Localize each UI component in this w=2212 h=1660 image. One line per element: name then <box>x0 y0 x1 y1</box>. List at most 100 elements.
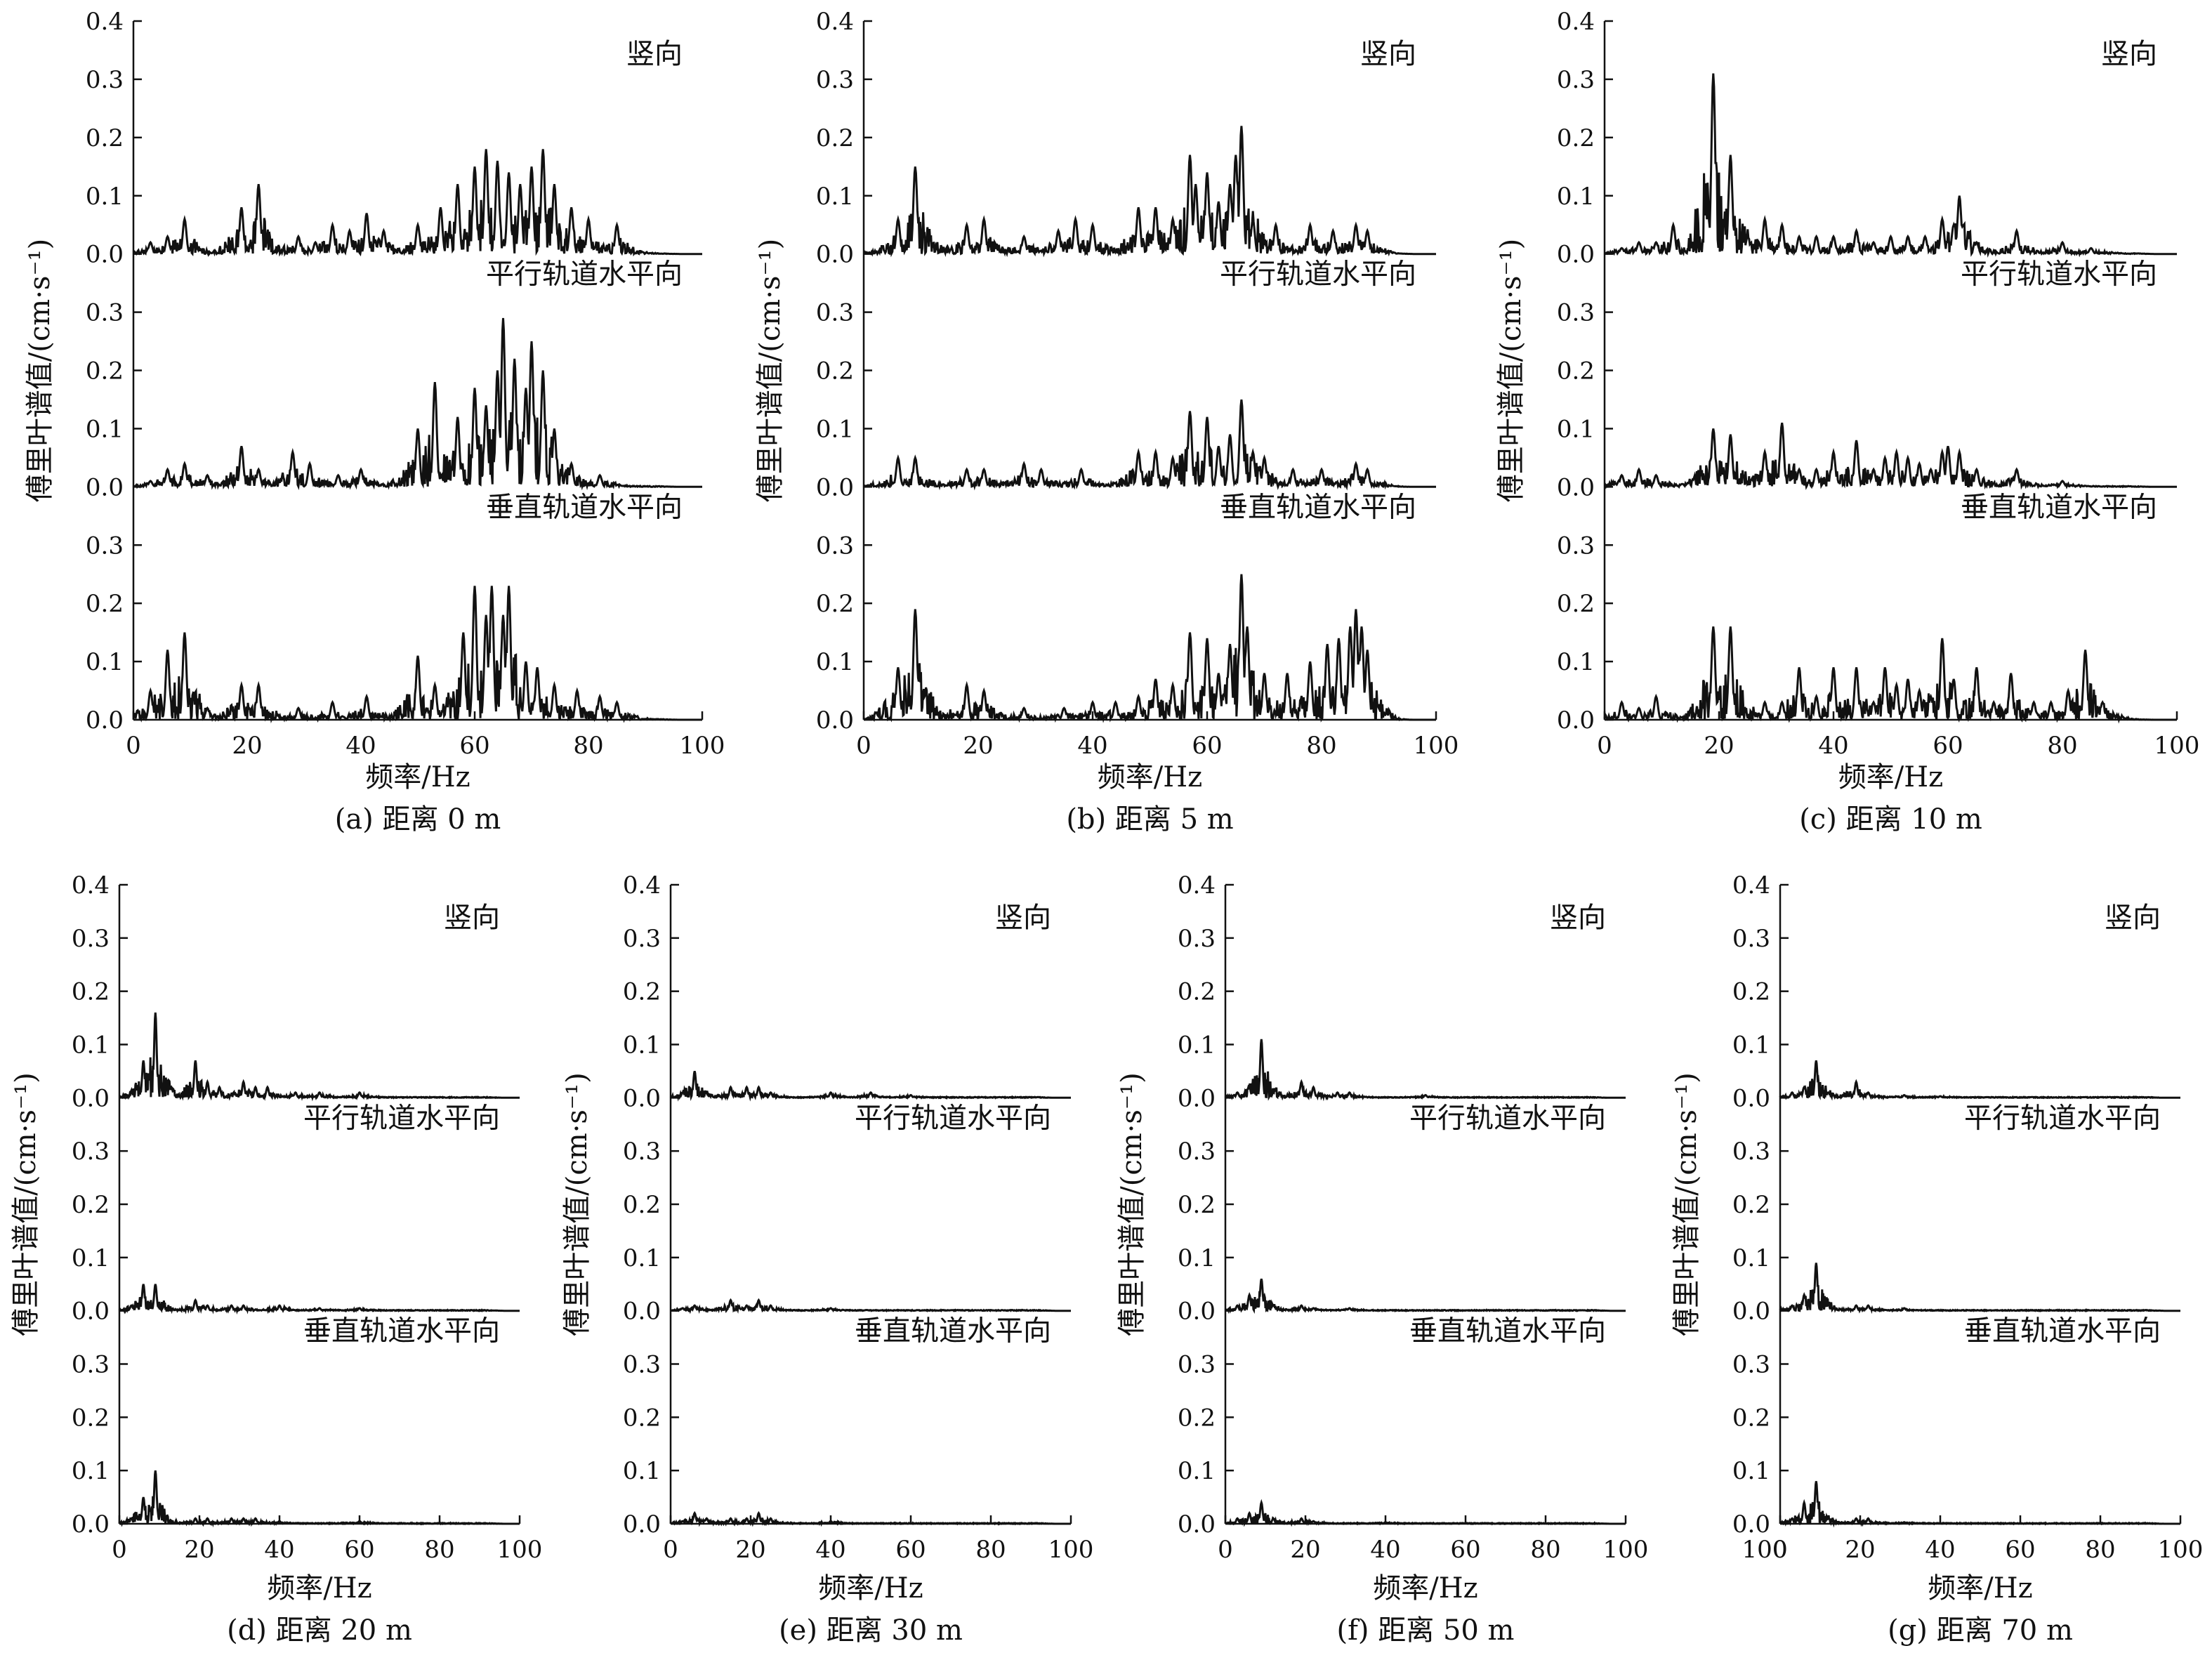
y-tick-label: 0.1 <box>623 1032 661 1060</box>
panel-caption: (e) 距离 30 m <box>779 1614 963 1647</box>
x-tick-label: 20 <box>1704 732 1734 760</box>
y-axis-title: 傅里叶谱值/(cm·s⁻¹) <box>754 239 786 502</box>
chart-f: 0.0 0.1 0.2 0.3 0.4 0.0 0.1 0.2 0.3 0.0 0.1 0.2 0.3 0… <box>1116 871 1648 1647</box>
y-tick-label: 0.0 <box>86 241 124 269</box>
x-axis-title: 频率/Hz <box>365 761 470 793</box>
series-line-c-1 <box>1603 422 2177 490</box>
x-axis-title: 频率/Hz <box>1098 761 1202 793</box>
x-tick-label: 80 <box>1306 732 1336 760</box>
x-tick-label: 60 <box>2005 1536 2035 1564</box>
series-label: 竖向 <box>626 38 683 70</box>
y-tick-label: 0.2 <box>1557 357 1595 386</box>
x-tick-label: 0 <box>663 1536 678 1564</box>
series-line-d-2 <box>119 1470 520 1528</box>
series-line-f-2 <box>1225 1498 1626 1527</box>
y-tick-label: 0.4 <box>816 8 854 36</box>
y-tick-label: 0.1 <box>72 1244 110 1272</box>
series-line-e-1 <box>670 1298 1071 1315</box>
x-tick-label: 20 <box>184 1536 214 1564</box>
y-tick-label: 0.0 <box>623 1298 661 1326</box>
y-tick-label: 0.4 <box>623 871 661 900</box>
series-line-g-2 <box>1779 1481 2180 1528</box>
series-label: 垂直轨道水平向 <box>1220 491 1416 523</box>
y-tick-label: 0.0 <box>1178 1510 1216 1539</box>
x-tick-label: 0 <box>1597 732 1612 760</box>
y-tick-label: 0.3 <box>72 1138 110 1166</box>
series-line-c-0 <box>1603 73 2177 258</box>
y-axis-title: 傅里叶谱值/(cm·s⁻¹) <box>10 1072 42 1336</box>
y-tick-label: 0.1 <box>1178 1244 1216 1272</box>
y-tick-label: 0.3 <box>1732 1138 1770 1166</box>
x-tick-label: 60 <box>1192 732 1222 760</box>
panel-caption: (c) 距离 10 m <box>1799 803 1982 836</box>
y-tick-label: 0.2 <box>1178 1191 1216 1219</box>
y-tick-label: 0.1 <box>1732 1457 1770 1485</box>
series-label: 垂直轨道水平向 <box>303 1315 500 1348</box>
panel-caption: (a) 距离 0 m <box>335 803 501 836</box>
x-axis-title: 频率/Hz <box>267 1572 371 1605</box>
series-label: 垂直轨道水平向 <box>1964 1315 2161 1348</box>
series-label: 竖向 <box>2101 38 2157 70</box>
series-line-b-1 <box>862 399 1436 491</box>
panel-caption: (g) 距离 70 m <box>1888 1614 2073 1647</box>
y-tick-label: 0.0 <box>1178 1298 1216 1326</box>
y-tick-label: 0.1 <box>1557 415 1595 443</box>
x-tick-label: 40 <box>1925 1536 1955 1564</box>
y-tick-label: 0.0 <box>1557 241 1595 269</box>
x-tick-label: 0 <box>856 732 871 760</box>
y-tick-label: 0.1 <box>72 1457 110 1485</box>
x-tick-label: 0 <box>126 732 141 760</box>
y-tick-label: 0.4 <box>1557 8 1595 36</box>
x-tick-label: 40 <box>1077 732 1107 760</box>
y-tick-label: 0.1 <box>1178 1457 1216 1485</box>
series-line-a-2 <box>133 586 702 724</box>
series-label: 平行轨道水平向 <box>1409 1102 1606 1134</box>
x-tick-label: 100 <box>2158 1536 2204 1564</box>
series-line-d-0 <box>119 1012 520 1102</box>
y-tick-label: 0.0 <box>816 706 854 735</box>
y-tick-label: 0.4 <box>1732 871 1770 900</box>
series-label: 垂直轨道水平向 <box>486 491 683 523</box>
x-tick-label: 20 <box>1290 1536 1320 1564</box>
y-tick-label: 0.3 <box>72 925 110 953</box>
x-tick-label: 40 <box>345 732 376 760</box>
y-tick-label: 0.0 <box>1732 1084 1770 1112</box>
series-label: 竖向 <box>1550 902 1606 934</box>
y-tick-label: 0.2 <box>816 590 854 618</box>
y-tick-label: 0.3 <box>86 532 124 560</box>
x-tick-label: 20 <box>232 732 262 760</box>
y-tick-label: 0.1 <box>72 1032 110 1060</box>
y-tick-label: 0.1 <box>816 415 854 443</box>
y-tick-label: 0.2 <box>1732 978 1770 1006</box>
y-tick-label: 0.3 <box>72 1351 110 1379</box>
x-tick-label: 40 <box>1818 732 1848 760</box>
series-line-f-0 <box>1224 1039 1626 1102</box>
series-line-a-0 <box>132 149 702 258</box>
series-label: 竖向 <box>1360 38 1416 70</box>
y-tick-label: 0.0 <box>816 241 854 269</box>
y-tick-label: 0.2 <box>623 1404 661 1432</box>
y-tick-label: 0.0 <box>72 1298 110 1326</box>
chart-a: 0.0 0.1 0.2 0.3 0.4 0.0 0.1 0.2 0.3 0.0 0.1 0.2 0.3 0… <box>24 8 725 836</box>
x-tick-label: 100 <box>497 1536 543 1564</box>
series-line-c-2 <box>1603 626 2177 724</box>
y-tick-label: 0.1 <box>1732 1244 1770 1272</box>
x-axis-title: 频率/Hz <box>1928 1572 2032 1605</box>
y-tick-label: 0.2 <box>1557 124 1595 152</box>
y-tick-label: 0.2 <box>1732 1191 1770 1219</box>
y-tick-label: 0.2 <box>72 1404 110 1432</box>
series-line-f-1 <box>1224 1278 1626 1314</box>
x-tick-label: 40 <box>1370 1536 1400 1564</box>
y-tick-label: 0.0 <box>72 1084 110 1112</box>
y-tick-label: 0.3 <box>1178 1138 1216 1166</box>
y-axis-title: 傅里叶谱值/(cm·s⁻¹) <box>561 1072 593 1336</box>
y-tick-label: 0.2 <box>86 124 124 152</box>
y-axis-title: 傅里叶谱值/(cm·s⁻¹) <box>1671 1072 1703 1336</box>
series-line-b-0 <box>863 126 1436 258</box>
y-tick-label: 0.1 <box>623 1244 661 1272</box>
y-tick-label: 0.2 <box>816 124 854 152</box>
y-axis-title: 傅里叶谱值/(cm·s⁻¹) <box>24 239 56 502</box>
y-tick-label: 0.4 <box>1178 871 1216 900</box>
y-tick-label: 0.1 <box>86 648 124 676</box>
